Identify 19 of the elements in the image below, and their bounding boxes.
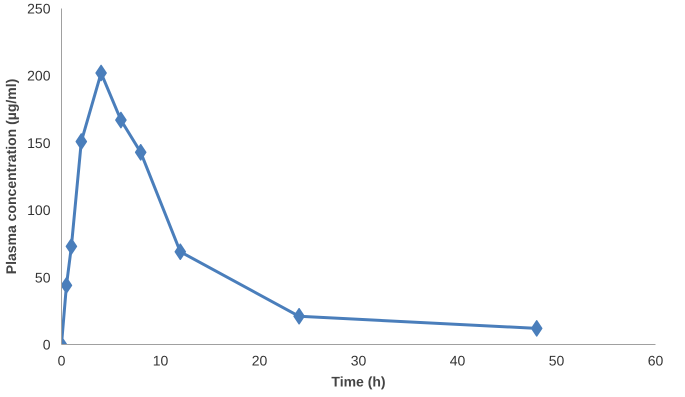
x-tick-label: 10 [152,352,168,368]
point [174,243,186,260]
y-tick-label: 150 [27,134,51,151]
x-tick-label: 20 [252,352,268,368]
point [75,133,88,150]
x-tick-label: 0 [58,352,66,368]
y-tick-label: 0 [42,336,51,352]
point [134,144,147,161]
y-tick-label: 100 [27,202,51,218]
x-tick-label: 60 [648,352,664,368]
point [530,320,543,337]
y-axis-title: Plasma concentration (µg/ml) [3,78,20,274]
y-tick-label: 50 [34,269,51,286]
x-tick-label: 50 [548,352,564,368]
x-axis-title: Time (h) [331,374,386,390]
y-tick-label: 200 [27,68,51,84]
x-tick-label: 40 [450,352,466,368]
y-tick-label: 250 [27,0,51,16]
x-tick-label: 30 [350,352,366,368]
